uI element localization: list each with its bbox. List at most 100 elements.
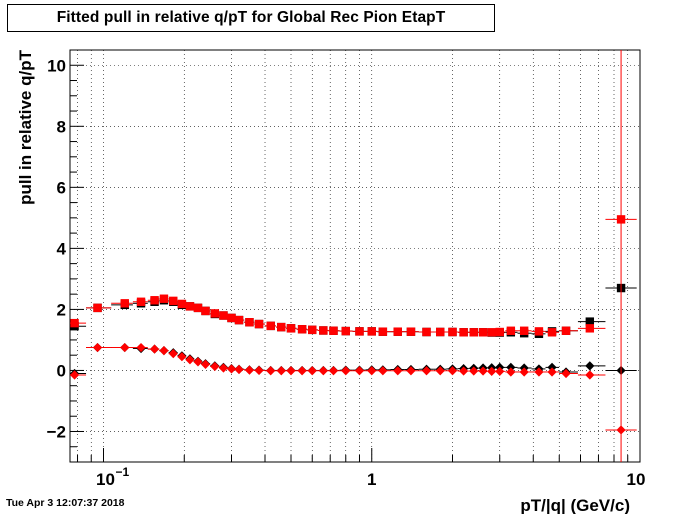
data-point-diamond	[297, 366, 307, 376]
data-point-square	[277, 322, 286, 332]
data-point-diamond	[447, 366, 458, 376]
data-point-diamond	[354, 366, 365, 376]
data-point-square	[245, 318, 254, 327]
data-point-diamond	[519, 367, 529, 377]
x-tick-label: 10	[627, 470, 646, 489]
data-point-diamond	[168, 349, 178, 359]
data-point-square	[495, 327, 504, 337]
y-tick-label: 10	[47, 56, 66, 75]
data-point-square	[487, 328, 496, 337]
data-point-diamond	[585, 370, 595, 380]
data-points	[69, 50, 637, 462]
data-point-square	[286, 324, 296, 333]
data-point-diamond	[307, 366, 317, 376]
data-point-square	[547, 328, 557, 337]
y-tick-label: 0	[57, 361, 66, 380]
data-point-diamond	[469, 366, 479, 376]
data-point-diamond	[286, 366, 296, 376]
y-tick-label: 6	[57, 178, 66, 197]
data-point-diamond	[318, 366, 328, 376]
data-point-diamond	[177, 352, 187, 362]
plot-frame	[69, 49, 641, 463]
data-point-square	[150, 296, 159, 305]
y-tick-label: 8	[57, 117, 66, 136]
data-point-square	[329, 326, 338, 335]
data-point-square	[378, 327, 388, 336]
data-point-square	[120, 299, 129, 308]
data-point-square	[341, 326, 350, 336]
x-tick-label-exponent: −1	[116, 465, 130, 479]
data-point-diamond	[328, 366, 339, 376]
data-point-square	[234, 315, 244, 325]
data-point-diamond	[120, 342, 130, 353]
data-point-square	[266, 321, 275, 331]
data-point-diamond	[561, 368, 571, 379]
data-point-square	[436, 327, 445, 337]
data-point-diamond	[495, 366, 505, 376]
data-point-diamond	[378, 366, 388, 376]
data-point-square	[459, 328, 468, 337]
data-point-square	[227, 313, 236, 323]
timestamp: Tue Apr 3 12:07:37 2018	[6, 497, 125, 509]
data-point-square	[185, 302, 195, 311]
data-point-square	[169, 296, 178, 306]
data-point-diamond	[234, 364, 244, 375]
data-point-square	[136, 297, 146, 306]
y-tick-label: −2	[47, 422, 66, 441]
data-point-diamond	[136, 342, 146, 353]
data-point-diamond	[478, 366, 488, 376]
data-point-diamond	[149, 344, 160, 354]
data-point-square	[319, 326, 328, 335]
data-point-square	[177, 299, 187, 309]
data-point-diamond	[92, 342, 103, 353]
data-point-diamond	[276, 366, 286, 376]
data-point-square	[519, 326, 529, 335]
x-tick-label: 10	[96, 470, 115, 489]
data-point-square	[406, 327, 416, 336]
data-point-diamond	[193, 357, 203, 367]
chart-title: Fitted pull in relative q/pT for Global …	[56, 9, 446, 26]
data-point-square	[219, 311, 228, 320]
data-point-square	[478, 328, 488, 337]
data-point-diamond	[218, 363, 229, 373]
data-point-square	[210, 309, 220, 318]
data-point-diamond	[547, 367, 557, 377]
data-point-diamond	[185, 355, 195, 365]
y-axis-label: pull in relative q/pT	[16, 49, 35, 205]
data-point-square	[506, 326, 516, 335]
data-point-diamond	[210, 361, 220, 372]
data-point-diamond	[244, 365, 255, 375]
data-point-diamond	[406, 366, 416, 376]
grid-lines	[70, 50, 641, 462]
x-tick-label: 1	[367, 470, 376, 489]
data-point-square	[561, 326, 571, 335]
data-point-diamond	[254, 365, 264, 376]
data-point-diamond	[159, 346, 169, 356]
data-point-diamond	[421, 366, 432, 376]
data-point-square	[585, 324, 595, 333]
data-point-diamond	[226, 364, 237, 374]
data-point-square	[448, 327, 457, 337]
y-tick-label: 2	[57, 300, 66, 319]
data-point-diamond	[393, 366, 403, 376]
data-point-square	[70, 318, 79, 328]
data-point-square	[193, 303, 203, 313]
data-point-square	[308, 325, 317, 335]
data-point-square	[355, 327, 364, 336]
data-point-square	[159, 294, 169, 303]
data-point-diamond	[506, 367, 516, 377]
data-point-square	[297, 325, 307, 334]
data-point-square	[254, 319, 264, 329]
data-point-square	[367, 327, 376, 336]
data-point-diamond	[367, 366, 377, 376]
data-point-diamond	[585, 361, 595, 371]
x-axis-label: pT/|q| (GeV/c)	[520, 496, 630, 514]
y-tick-label: 4	[57, 239, 67, 258]
data-point-diamond	[487, 366, 497, 376]
data-point-square	[393, 327, 402, 336]
data-point-diamond	[341, 366, 351, 376]
data-point-square	[422, 327, 431, 337]
data-point-square	[534, 327, 544, 336]
